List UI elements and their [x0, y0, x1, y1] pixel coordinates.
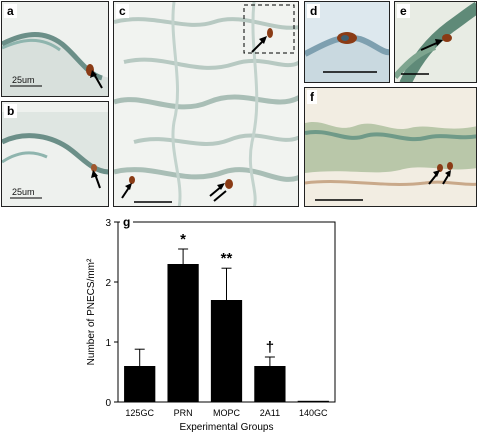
bar-chart: 0 1 2 3 125GC * PRN ** MOPC † 2A11 140GC Experimenta…	[86, 218, 336, 433]
micrograph-a	[2, 2, 108, 96]
y-tick-label: 3	[105, 218, 111, 229]
panel-label-a: a	[4, 4, 17, 18]
y-tick-label: 0	[105, 398, 111, 409]
y-tick-label: 1	[105, 338, 111, 349]
x-tick-label: 125GC	[125, 408, 154, 418]
bar-MOPC	[210, 300, 243, 402]
x-tick-label: MOPC	[213, 408, 241, 418]
x-tick-label: 140GC	[299, 408, 328, 418]
bar-140GC	[297, 400, 329, 402]
bar-125GC	[124, 366, 156, 402]
micrograph-b	[2, 102, 108, 206]
panel-e: e	[394, 1, 477, 83]
panel-label-b: b	[4, 104, 18, 118]
scale-label-a: 25um	[12, 75, 35, 85]
x-axis-label: Experimental Groups	[180, 422, 274, 433]
bar-PRN	[167, 264, 199, 402]
panel-b: b 25um	[1, 101, 109, 207]
panel-a: a 25um	[1, 1, 109, 97]
micrograph-f	[305, 88, 476, 206]
panel-label-c: c	[116, 4, 129, 18]
panel-d: d	[304, 1, 390, 83]
significance-mark-PRN: *	[180, 231, 186, 248]
significance-mark-2A11: †	[266, 339, 274, 356]
micrograph-d	[305, 2, 389, 82]
panel-label-e: e	[397, 4, 410, 18]
micrograph-e	[395, 2, 476, 82]
panel-label-g: g	[120, 215, 134, 229]
panel-label-f: f	[307, 90, 317, 104]
x-tick-label: PRN	[174, 408, 193, 418]
panel-g: 0 1 2 3 125GC * PRN ** MOPC † 2A11 140GC Experimenta…	[80, 212, 340, 434]
bar-2A11	[254, 366, 286, 402]
scale-label-b: 25um	[12, 187, 35, 197]
x-tick-label: 2A11	[260, 408, 280, 418]
significance-mark-MOPC: **	[221, 250, 233, 267]
y-axis-label: Number of PNECS/mm²	[86, 258, 97, 365]
panel-f: f	[304, 87, 477, 207]
micrograph-c	[114, 2, 298, 206]
panel-label-d: d	[307, 4, 321, 18]
panel-c: c	[113, 1, 299, 207]
y-tick-label: 2	[105, 278, 111, 289]
